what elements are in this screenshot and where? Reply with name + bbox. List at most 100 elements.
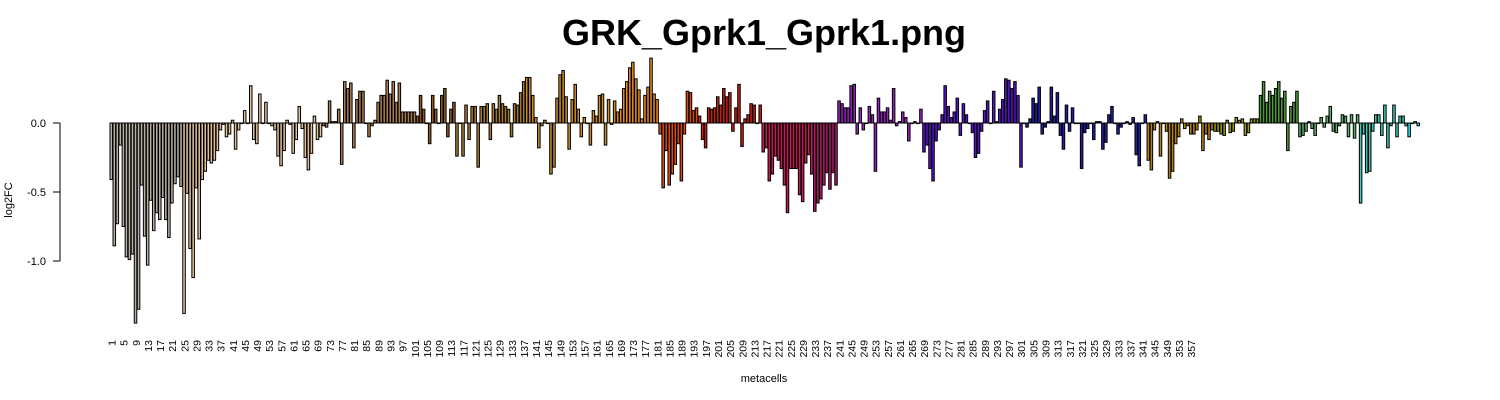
x-tick-label: 309 [1041,340,1053,358]
bar [212,122,217,161]
bar [1037,86,1041,124]
bar [461,122,465,157]
bar [1192,122,1196,135]
bar [640,118,644,124]
bar [264,101,268,124]
bar [1325,115,1330,124]
bar [631,61,635,124]
y-axis-label: log2FC [3,182,15,218]
x-tick-label: 49 [252,340,264,352]
bar [488,122,493,141]
bar [1301,122,1305,136]
bar [931,122,935,182]
bar [200,122,205,181]
bar [700,122,705,141]
bar [743,118,747,124]
bar [1073,122,1078,125]
bar [343,81,347,124]
bar [734,107,738,124]
x-tick-label: 145 [543,340,555,358]
bar [521,81,526,124]
bar [309,122,314,154]
bar [561,70,565,124]
bar [531,94,535,124]
bar [876,97,881,124]
bar [367,122,371,138]
bar [1116,122,1120,135]
bar [139,122,144,186]
bar [1131,116,1135,124]
bar [476,122,480,168]
bar [840,103,844,124]
x-tick-label: 9 [131,340,143,346]
bar [603,122,608,146]
x-tick-label: 281 [956,340,968,358]
bar [327,100,332,124]
bar [1361,122,1366,135]
bar [1243,122,1248,136]
bar [609,122,614,125]
x-tick-label: 289 [980,340,992,358]
bar [1198,115,1202,124]
bar [797,122,802,196]
bar [794,122,799,170]
bar [1273,88,1278,124]
x-tick-label: 109 [434,340,446,358]
bar [167,122,171,239]
bar [215,122,220,152]
bar [455,122,459,157]
bar [910,122,914,125]
bar [1413,121,1417,124]
bar [803,122,808,164]
x-tick-label: 233 [810,340,822,358]
bar [1107,114,1111,124]
x-tick-label: 17 [155,340,167,352]
x-tick-label: 5 [119,340,131,346]
bar [712,107,717,124]
x-tick-label: 173 [628,340,640,358]
bar [294,122,299,141]
bar [1049,86,1054,124]
x-tick-label: 181 [652,340,664,358]
x-tick-label: 329 [1101,340,1113,358]
bar [1098,121,1102,124]
bar [676,122,681,145]
bar [400,111,405,124]
x-tick-label: 349 [1162,340,1174,358]
bar [1298,122,1302,138]
x-tick-label: 69 [313,340,325,352]
bar [764,122,769,149]
bar [634,78,638,124]
bar [625,81,629,124]
bar [1389,122,1393,127]
bar [582,116,587,124]
x-tick-label: 1 [107,340,119,346]
bar [494,108,499,124]
x-tick-label: 45 [240,340,252,352]
bar [567,122,571,150]
bar [682,122,687,135]
bar [600,93,605,124]
bar [1286,122,1290,152]
bar [391,81,396,124]
bar [1404,122,1408,127]
x-tick-label: 225 [786,340,798,358]
bar [424,122,429,125]
bar [282,122,286,152]
x-tick-label: 217 [762,340,774,358]
bar [1337,122,1342,127]
bar [443,88,447,124]
bar [1222,122,1226,136]
bar [949,116,954,124]
bar [1349,114,1354,124]
x-tick-label: 193 [689,340,701,358]
bar [170,122,174,204]
bar [173,122,177,185]
bar [385,79,389,124]
bar [685,90,690,124]
bar [376,101,380,124]
x-tick-label: 105 [422,340,434,358]
bar [248,85,253,124]
bar [1395,122,1399,138]
bar [112,122,117,247]
